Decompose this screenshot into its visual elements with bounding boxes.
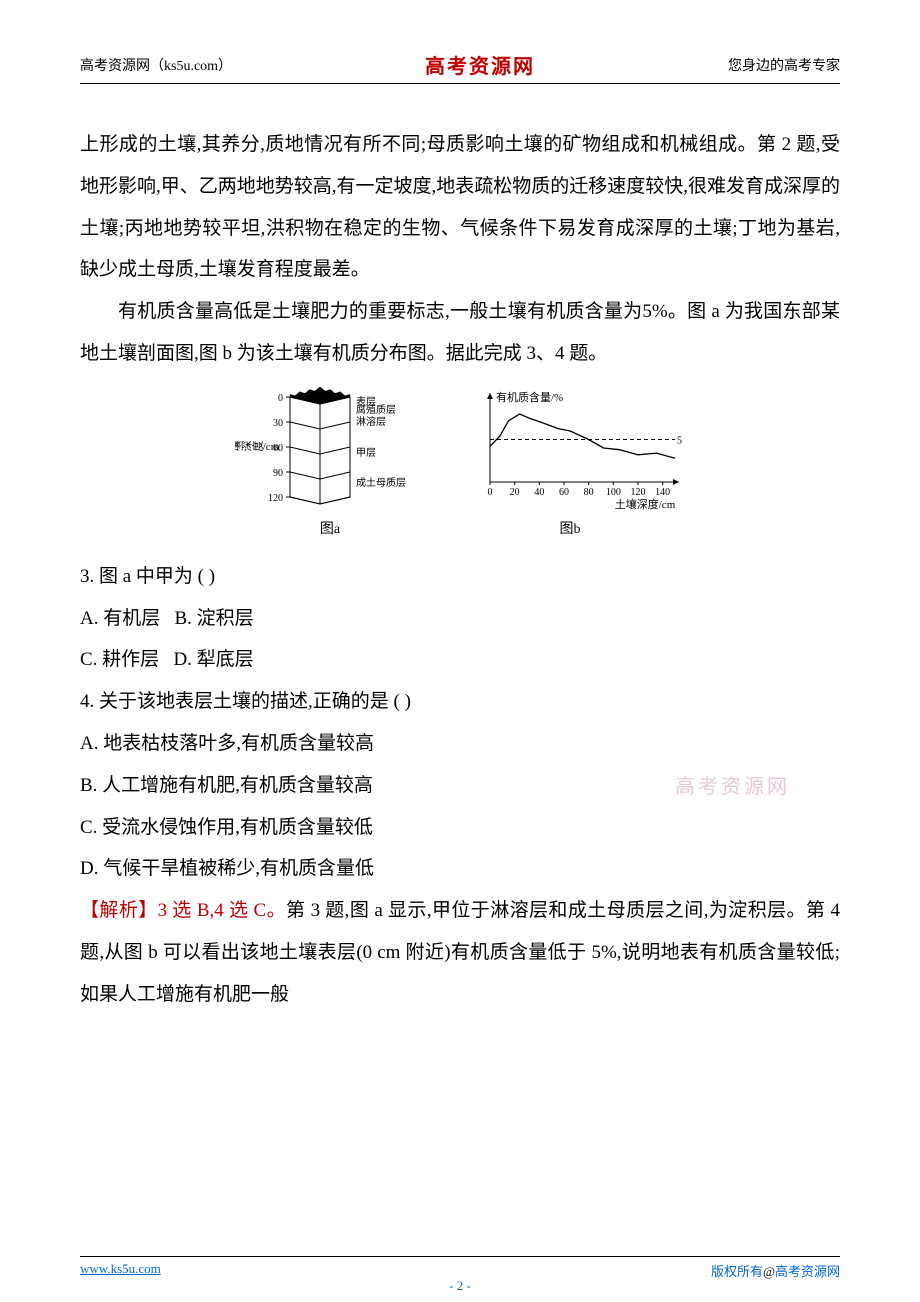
- footer-right-prefix: 版权所有: [711, 1264, 763, 1279]
- svg-text:120: 120: [268, 493, 283, 504]
- figure-b-svg: 0 20 40 60 80 100 120 140 5 有机质含量/% 土壤深度/cm: [455, 387, 685, 512]
- q4-optC: C. 受流水侵蚀作用,有机质含量较低: [80, 807, 840, 849]
- q3-options-row1: A. 有机层 B. 淀积层: [80, 598, 840, 640]
- svg-text:淋溶层: 淋溶层: [356, 415, 386, 428]
- svg-text:腐殖质层: 腐殖质层: [356, 403, 396, 416]
- svg-text:30: 30: [273, 418, 283, 429]
- figure-a-svg: 0306090120土壤深度/cm表层腐殖质层淋溶层甲层成土母质层: [235, 387, 425, 512]
- svg-text:140: 140: [655, 487, 670, 498]
- page-number: - 2 -: [0, 1278, 920, 1294]
- svg-text:80: 80: [584, 487, 594, 498]
- footer-at: @: [763, 1264, 775, 1279]
- svg-text:土壤深度/cm: 土壤深度/cm: [235, 440, 280, 453]
- figure-a-caption: 图a: [320, 518, 340, 538]
- header-right: 您身边的高考专家: [728, 55, 840, 75]
- svg-text:120: 120: [631, 487, 646, 498]
- header-title: 高考资源网: [425, 50, 535, 79]
- svg-text:土壤深度/cm: 土壤深度/cm: [615, 497, 676, 511]
- svg-text:90: 90: [273, 468, 283, 479]
- page-footer: www.ks5u.com 版权所有@高考资源网: [80, 1256, 840, 1280]
- page-header: 高考资源网（ks5u.com） 高考资源网 您身边的高考专家: [80, 50, 840, 84]
- q3-optD: D. 犁底层: [173, 649, 253, 670]
- header-left: 高考资源网（ks5u.com）: [80, 55, 232, 75]
- paragraph-intro: 有机质含量高低是土壤肥力的重要标志,一般土壤有机质含量为5%。图 a 为我国东部…: [80, 291, 840, 375]
- svg-text:甲层: 甲层: [356, 447, 376, 459]
- svg-text:100: 100: [606, 487, 621, 498]
- q3-optC: C. 耕作层: [80, 649, 159, 670]
- q3-options-row2: C. 耕作层 D. 犁底层: [80, 639, 840, 681]
- q4-stem: 4. 关于该地表层土壤的描述,正确的是 ( ): [80, 681, 840, 723]
- figure-row: 0306090120土壤深度/cm表层腐殖质层淋溶层甲层成土母质层 图a 020…: [80, 387, 840, 538]
- figure-a-block: 0306090120土壤深度/cm表层腐殖质层淋溶层甲层成土母质层 图a: [235, 387, 425, 538]
- footer-right-suffix: 高考资源网: [775, 1264, 840, 1279]
- figure-b-caption: 图b: [560, 518, 581, 538]
- page-num-suffix: -: [463, 1278, 471, 1293]
- svg-text:40: 40: [534, 487, 544, 498]
- svg-text:5: 5: [677, 435, 682, 446]
- analysis-label: 【解析】3 选 B,4 选 C。: [80, 900, 286, 921]
- svg-text:成土母质层: 成土母质层: [356, 476, 406, 489]
- q3-optA: A. 有机层: [80, 608, 160, 629]
- svg-text:20: 20: [510, 487, 520, 498]
- svg-text:0: 0: [278, 393, 283, 404]
- q4-optB: B. 人工增施有机肥,有机质含量较高: [80, 765, 840, 807]
- q3-optB: B. 淀积层: [174, 608, 253, 629]
- svg-text:有机质含量/%: 有机质含量/%: [496, 390, 563, 404]
- svg-text:60: 60: [559, 487, 569, 498]
- q4-optD: D. 气候干旱植被稀少,有机质含量低: [80, 848, 840, 890]
- q3-stem: 3. 图 a 中甲为 ( ): [80, 556, 840, 598]
- svg-text:0: 0: [488, 487, 493, 498]
- paragraph-continuation: 上形成的土壤,其养分,质地情况有所不同;母质影响土壤的矿物组成和机械组成。第 2…: [80, 124, 840, 291]
- q4-optA: A. 地表枯枝落叶多,有机质含量较高: [80, 723, 840, 765]
- analysis-block: 【解析】3 选 B,4 选 C。第 3 题,图 a 显示,甲位于淋溶层和成土母质…: [80, 890, 840, 1015]
- figure-b-block: 0 20 40 60 80 100 120 140 5 有机质含量/% 土壤深度/cm 图b: [455, 387, 685, 538]
- page-num-prefix: -: [449, 1278, 457, 1293]
